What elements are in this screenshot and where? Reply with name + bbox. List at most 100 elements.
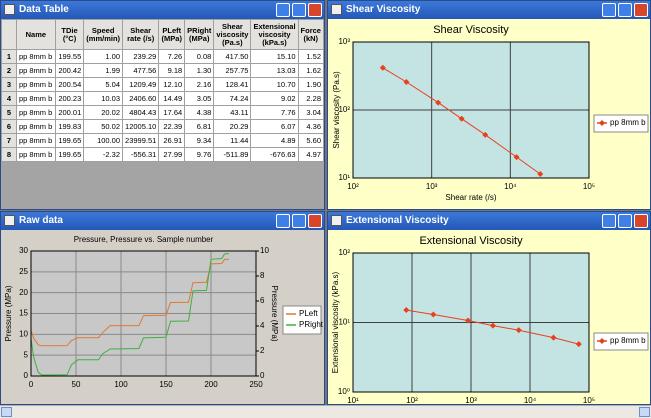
- y-tick-label: 15: [19, 309, 28, 318]
- chart: 0 50 100 150 200 2500510152025300246810Pressu…: [4, 235, 324, 389]
- table-cell: 23999.51: [122, 133, 160, 148]
- y-tick-label: 10²: [338, 248, 350, 257]
- table-cell: 477.56: [122, 63, 160, 78]
- table-cell: 27.99: [158, 147, 186, 162]
- table-cell: 1209.49: [122, 77, 160, 92]
- table-cell: -511.89: [213, 147, 252, 162]
- x-tick-label: 250: [249, 380, 263, 389]
- row-number: 2: [1, 63, 17, 78]
- table-cell: 10.03: [83, 91, 124, 106]
- table-cell: 20.02: [83, 105, 124, 120]
- table-cell: 6.07: [250, 119, 299, 134]
- x-tick-label: 10⁵: [583, 396, 595, 404]
- title-bar[interactable]: Data Table: [1, 1, 324, 19]
- table-cell: pp 8mm b: [15, 49, 56, 64]
- legend-marker: [599, 120, 605, 126]
- data-point: [379, 64, 386, 71]
- maximize-button[interactable]: [618, 214, 632, 228]
- data-point: [575, 341, 582, 348]
- x-tick-label: 100: [114, 380, 128, 389]
- row-number: 7: [1, 133, 17, 148]
- data-point: [482, 131, 489, 138]
- title-bar[interactable]: Raw data: [1, 212, 324, 230]
- table-cell: 74.24: [213, 91, 252, 106]
- window-title: Raw data: [19, 215, 63, 226]
- maximize-button[interactable]: [618, 3, 632, 17]
- table-cell: 4.38: [184, 105, 215, 120]
- window-title: Extensional Viscosity: [346, 215, 449, 226]
- table-cell: 22.39: [158, 119, 186, 134]
- table-cell: 15.10: [250, 49, 299, 64]
- data-point: [435, 99, 442, 106]
- close-button[interactable]: [308, 214, 322, 228]
- table-cell: 11.44: [213, 133, 252, 148]
- table-cell: pp 8mm b: [15, 63, 56, 78]
- table-row: 3 pp 8mm b 200.54 5.04 1209.49 12.10 2.16 128.4…: [1, 77, 324, 92]
- table-cell: pp 8mm b: [15, 133, 56, 148]
- title-bar[interactable]: Extensional Viscosity: [328, 212, 650, 230]
- y-tick-label: 25: [19, 267, 28, 276]
- column-header: Extensional viscosity (kPa.s): [250, 19, 299, 50]
- data-point: [515, 327, 522, 334]
- minimize-button[interactable]: [276, 214, 290, 228]
- table-cell: 199.83: [54, 119, 85, 134]
- close-button[interactable]: [634, 214, 648, 228]
- table-row: 6 pp 8mm b 199.83 50.02 12005.10 22.39 6.81 20.…: [1, 119, 324, 134]
- table-cell: 7.26: [158, 49, 186, 64]
- y-axis-label: Shear viscosity (Pa.s): [332, 71, 341, 149]
- table-cell: pp 8mm b: [15, 147, 56, 162]
- close-button[interactable]: [634, 3, 648, 17]
- table-cell: pp 8mm b: [15, 77, 56, 92]
- minimize-button[interactable]: [602, 214, 616, 228]
- row-number: 6: [1, 119, 17, 134]
- table-cell: 3.05: [184, 91, 215, 106]
- table-cell: 6.81: [184, 119, 215, 134]
- legend-box: [593, 114, 649, 133]
- table-cell: -556.31: [122, 147, 160, 162]
- table-cell: 26.91: [158, 133, 186, 148]
- title-bar[interactable]: Shear Viscosity: [328, 1, 650, 19]
- column-header: Shear rate (/s): [122, 19, 160, 50]
- scroll-right[interactable]: [639, 407, 650, 417]
- table-cell: 1.52: [297, 49, 324, 64]
- table-cell: pp 8mm b: [15, 91, 56, 106]
- window-title: Shear Viscosity: [346, 4, 421, 15]
- y-tick-label: 0: [24, 371, 29, 380]
- table-row: 4 pp 8mm b 200.23 10.03 2406.60 14.49 3.05 74.2…: [1, 91, 324, 106]
- close-button[interactable]: [308, 3, 322, 17]
- column-header: Force (kN): [297, 19, 324, 50]
- scroll-left[interactable]: [1, 407, 12, 417]
- table-cell: 5.60: [297, 133, 324, 148]
- column-header: PRight (MPa): [184, 19, 215, 50]
- horizontal-scrollbar[interactable]: [0, 405, 651, 418]
- legend-label: pp 8mm b: [610, 336, 646, 345]
- table-cell: 1.90: [297, 77, 324, 92]
- extensional-viscosity-window: Extensional Viscosity 10¹ 10² 10³ 10⁴ 10⁵ 10⁰…: [327, 211, 651, 405]
- plot-frame: [30, 250, 257, 377]
- table-cell: 13.03: [250, 63, 299, 78]
- row-number: 4: [1, 91, 17, 106]
- x-tick-label: 10⁵: [583, 182, 595, 191]
- x-axis-label: Shear rate (/s): [445, 193, 496, 202]
- table-cell: 3.04: [297, 105, 324, 120]
- table-cell: 1.00: [83, 49, 124, 64]
- data-table: Name TDie (°C) Speed (mm/min) Shear rate (/…: [1, 19, 324, 162]
- y2-tick-label: 0: [260, 371, 265, 380]
- table-cell: 4.97: [297, 147, 324, 162]
- y2-tick-label: 8: [260, 271, 265, 280]
- maximize-button[interactable]: [292, 214, 306, 228]
- table-row: 2 pp 8mm b 200.42 1.99 477.56 9.18 1.30 257.75 1…: [1, 63, 324, 78]
- data-point: [458, 115, 465, 122]
- maximize-button[interactable]: [292, 3, 306, 17]
- x-tick-label: 50: [72, 380, 81, 389]
- table-cell: 10.70: [250, 77, 299, 92]
- table-cell: 200.42: [54, 63, 85, 78]
- chart-title: Extensional Viscosity: [419, 235, 523, 247]
- table-cell: -2.32: [83, 147, 124, 162]
- minimize-button[interactable]: [602, 3, 616, 17]
- table-cell: 5.04: [83, 77, 124, 92]
- minimize-button[interactable]: [276, 3, 290, 17]
- table-cell: 239.29: [122, 49, 160, 64]
- data-point: [537, 171, 544, 178]
